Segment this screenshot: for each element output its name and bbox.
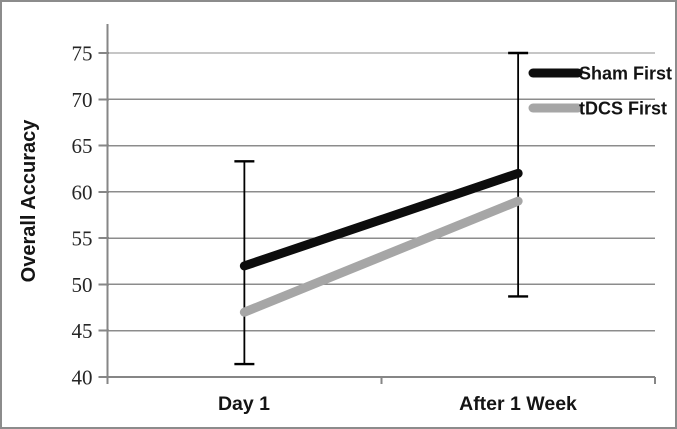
y-tick-labels: 40 45 50 55 60 65 70 75 [72, 42, 93, 390]
axes [98, 24, 656, 384]
gridlines [107, 52, 655, 332]
data-series [239, 168, 523, 317]
x-axis-label-after-1-week: After 1 Week [459, 393, 577, 415]
y-tick-label-40: 40 [72, 366, 93, 390]
series-line-tdcs-first [239, 196, 523, 317]
legend-label-tdcs-first: tDCS First [579, 99, 667, 119]
y-tick-label-45: 45 [72, 319, 93, 343]
y-tick-label-60: 60 [72, 180, 93, 204]
y-tick-label-70: 70 [72, 88, 93, 112]
y-tick-label-50: 50 [72, 273, 93, 297]
x-axis-label-day-1: Day 1 [218, 393, 270, 415]
y-tick-label-75: 75 [72, 42, 93, 66]
series-line-sham-first [239, 168, 523, 271]
y-tick-label-55: 55 [72, 227, 93, 251]
legend-label-sham-first: Sham First [579, 64, 672, 84]
y-tick-label-65: 65 [72, 134, 93, 158]
legend: Sham First tDCS First [528, 64, 672, 119]
y-axis-title: Overall Accuracy [18, 119, 40, 283]
